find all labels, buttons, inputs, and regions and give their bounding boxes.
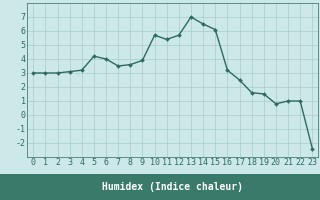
Text: Humidex (Indice chaleur): Humidex (Indice chaleur) [102,182,243,192]
